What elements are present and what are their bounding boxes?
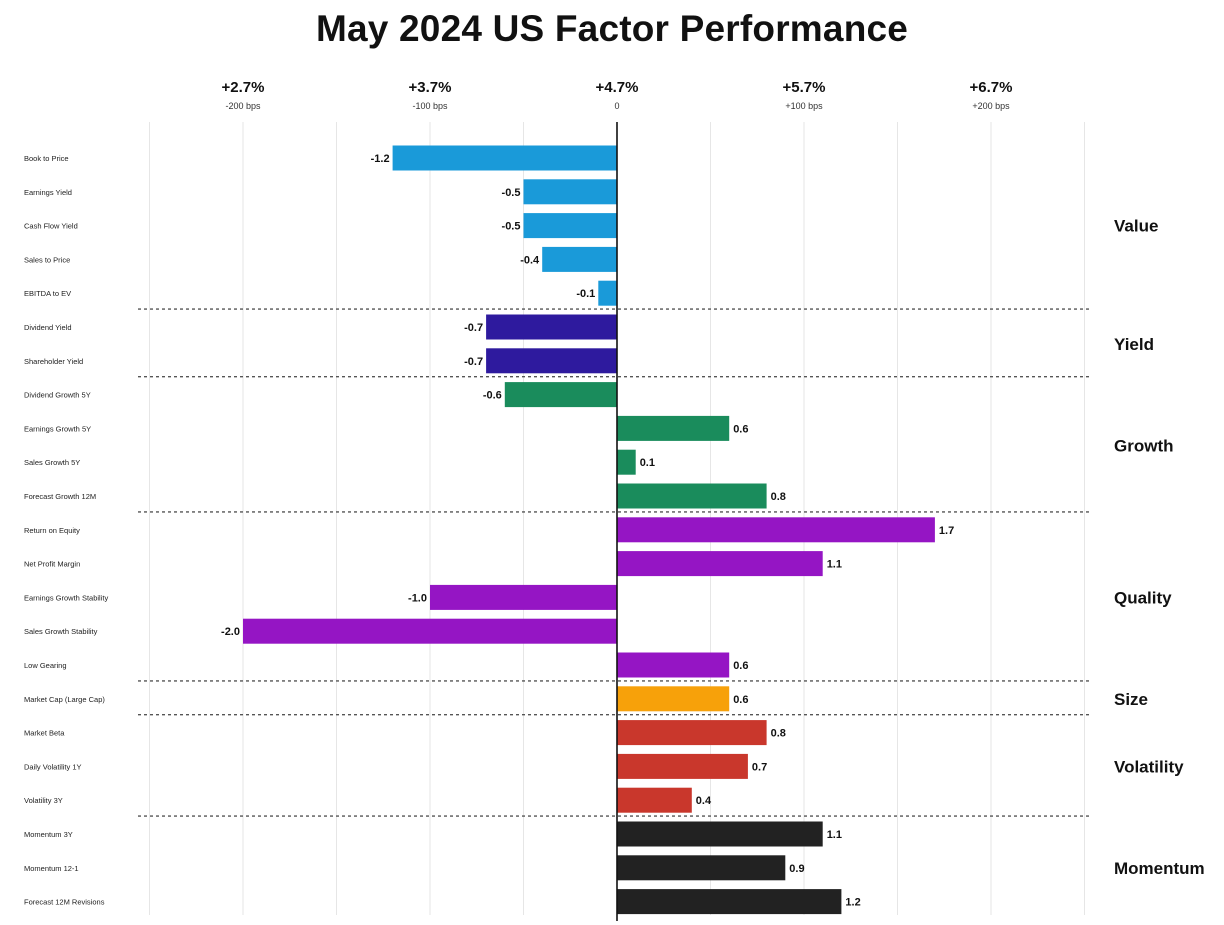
value-label: 0.8 [771,491,786,503]
bar [542,246,617,272]
bar [617,855,786,881]
category-label: Earnings Growth 5Y [24,424,91,433]
group-label: Yield [1114,335,1154,354]
value-label: 1.7 [939,525,954,537]
group-label: Volatility [1114,757,1184,776]
bar [617,753,748,779]
group-labels: Value Yield Growth Quality Size Volatility Mom… [1114,217,1205,878]
value-label: -0.5 [502,187,521,199]
bar [617,517,935,543]
category-label: Momentum 3Y [24,830,73,839]
bar [430,584,617,610]
category-label: Earnings Growth Stability [24,593,108,602]
value-label: 1.1 [827,559,842,571]
value-label: -1.2 [371,153,390,165]
bar [486,348,617,374]
bar [598,280,617,306]
bar [523,179,617,205]
x-tick-label: +6.7% [970,79,1013,96]
category-label: Sales Growth Stability [24,627,98,636]
category-label: EBITDA to EV [24,289,71,298]
bar [617,652,730,678]
category-label: Net Profit Margin [24,560,80,569]
category-label: Market Beta [24,729,65,738]
value-label: 1.1 [827,829,842,841]
category-label: Return on Equity [24,526,80,535]
value-label: -1.0 [408,592,427,604]
value-label: 0.1 [640,457,655,469]
x-tick-sublabel: +200 bps [972,101,1010,111]
value-label: 0.6 [733,423,748,435]
x-tick-label: +5.7% [783,79,826,96]
category-labels: Book to Price Earnings Yield Cash Flow Yie… [24,154,108,907]
category-label: Market Cap (Large Cap) [24,695,105,704]
x-tick-label: +4.7% [596,79,639,96]
category-label: Sales Growth 5Y [24,458,80,467]
value-label: 0.6 [733,660,748,672]
category-label: Daily Volatility 1Y [24,762,82,771]
category-label: Dividend Yield [24,323,72,332]
value-label: -0.7 [464,322,483,334]
x-tick-sublabel: 0 [614,101,619,111]
category-label: Book to Price [24,154,69,163]
category-label: Momentum 12-1 [24,864,79,873]
bar [617,551,823,577]
bar [243,618,617,644]
value-label: -0.1 [576,288,595,300]
bar [392,145,617,171]
value-label: 0.6 [733,694,748,706]
bar [617,889,842,915]
bar [523,213,617,239]
x-tick-sublabel: -200 bps [225,101,261,111]
bar [617,449,636,475]
value-label: 0.4 [696,795,712,807]
group-label: Growth [1114,436,1174,455]
bar [617,821,823,847]
chart-title: May 2024 US Factor Performance [315,8,909,49]
category-label: Earnings Yield [24,188,72,197]
value-label: -0.7 [464,356,483,368]
x-tick-sublabel: -100 bps [412,101,448,111]
bar [486,314,617,340]
value-label: -2.0 [221,626,240,638]
bar [617,483,767,509]
category-label: Forecast 12M Revisions [24,898,105,907]
bar [617,415,730,441]
value-label: 0.7 [752,761,767,773]
group-label: Momentum [1114,859,1205,878]
category-label: Cash Flow Yield [24,222,78,231]
category-label: Low Gearing [24,661,67,670]
value-labels: -1.2 -0.5 -0.5 -0.4 -0.1 -0.7 -0.7 -0.6 0.6 0.1 0.… [221,153,954,909]
value-label: 1.2 [845,897,860,909]
bars [243,145,935,915]
category-label: Forecast Growth 12M [24,492,96,501]
x-tick-label: +2.7% [222,79,265,96]
bar [617,787,692,813]
value-label: 0.8 [771,728,786,740]
x-tick-sublabel: +100 bps [785,101,823,111]
category-label: Dividend Growth 5Y [24,391,91,400]
value-label: -0.6 [483,390,502,402]
x-tick-label: +3.7% [409,79,452,96]
x-axis-ticks: +2.7% -200 bps +3.7% -100 bps +4.7% 0 +5.7% +10… [222,79,1013,111]
bar [504,382,617,408]
value-label: -0.5 [502,221,521,233]
value-label: 0.9 [789,863,804,875]
bar [617,720,767,746]
category-label: Shareholder Yield [24,357,83,366]
bar [617,686,730,712]
group-label: Value [1114,217,1158,236]
category-label: Volatility 3Y [24,796,63,805]
group-separators [138,308,1092,817]
value-label: -0.4 [520,254,540,266]
category-label: Sales to Price [24,255,70,264]
group-label: Size [1114,690,1148,709]
group-label: Quality [1114,588,1172,607]
